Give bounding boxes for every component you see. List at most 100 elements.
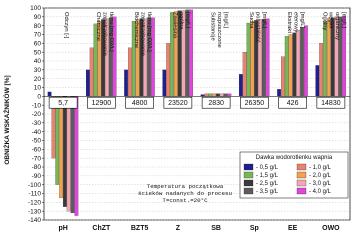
y-tick-label: -30 bbox=[32, 120, 42, 127]
bar bbox=[227, 93, 232, 97]
y-tick-label: -20 bbox=[32, 111, 42, 118]
annotation-text: Ogólny bbox=[321, 12, 327, 30]
x-tick-label: ChZT bbox=[92, 225, 111, 232]
y-tick-label: -130 bbox=[28, 208, 41, 215]
annotation-text: [mg/L] bbox=[299, 12, 305, 28]
y-tick-label: 10 bbox=[34, 85, 42, 92]
bar bbox=[261, 19, 266, 97]
legend-label: - 2,5 g/L bbox=[256, 181, 279, 187]
y-tick-label: 30 bbox=[34, 67, 42, 74]
y-tick-label: 0 bbox=[37, 94, 41, 101]
annotation-text: Ekstrakt bbox=[286, 12, 292, 33]
bar bbox=[47, 91, 52, 97]
annotation-text: Chemiczne bbox=[95, 12, 101, 41]
bar bbox=[315, 65, 320, 97]
annotation-text: organiczny bbox=[334, 12, 340, 40]
bar bbox=[85, 69, 90, 97]
value-box bbox=[125, 96, 154, 109]
bar bbox=[124, 69, 128, 97]
note-text: T=const.=20°C bbox=[162, 197, 208, 204]
y-tick-label: -90 bbox=[32, 173, 42, 180]
value-box bbox=[316, 96, 346, 109]
value-box-label: 2830 bbox=[208, 100, 224, 107]
annotation-text: [mg/L] bbox=[340, 12, 346, 28]
bar bbox=[166, 43, 171, 97]
legend-swatch bbox=[243, 163, 254, 171]
annotation-text: ogólna bbox=[178, 12, 184, 30]
legend-label: - 1,5 g/L bbox=[256, 173, 279, 179]
annotation-text: Sucha bbox=[248, 12, 254, 29]
bar bbox=[265, 18, 270, 97]
value-box-label: 23520 bbox=[168, 100, 188, 107]
value-box-label: 26350 bbox=[245, 100, 265, 107]
x-tick-label: Z bbox=[176, 225, 181, 232]
bar bbox=[55, 96, 60, 185]
annotation-text: zapotrzebowanie bbox=[140, 12, 146, 56]
legend-swatch bbox=[296, 179, 307, 187]
bar bbox=[212, 93, 216, 97]
value-box bbox=[87, 96, 116, 109]
bar bbox=[292, 32, 297, 97]
annotation-text: [mg/L] bbox=[261, 12, 267, 28]
legend-label: - 3,5 g/L bbox=[256, 189, 279, 195]
x-tick-label: EE bbox=[288, 225, 298, 232]
legend-label: - 4,0 g/L bbox=[309, 189, 332, 195]
annotation-text: rozpuszczone bbox=[216, 12, 222, 48]
x-tick-label: BZT5 bbox=[131, 225, 149, 232]
annotation-text: tlenu [mg O2/L] bbox=[108, 12, 114, 52]
value-box bbox=[48, 96, 78, 109]
y-tick-label: 90 bbox=[34, 14, 42, 21]
bar bbox=[330, 17, 335, 97]
note-text: ścieków nadanych do procesu bbox=[138, 190, 232, 197]
bar bbox=[284, 36, 289, 97]
y-tick-label: -70 bbox=[32, 155, 42, 162]
annotation-text: [mg/L] bbox=[184, 12, 190, 28]
y-tick-label: -120 bbox=[28, 200, 41, 207]
legend-swatch bbox=[243, 171, 254, 179]
legend-swatch bbox=[296, 187, 307, 195]
annotation-text: [mg/L] bbox=[223, 12, 229, 28]
x-tick-label: pH bbox=[58, 225, 67, 232]
x-tick-label: OWO bbox=[322, 225, 340, 232]
annotation-text: Substancje bbox=[210, 12, 216, 41]
annotation-text: eterowy bbox=[293, 12, 299, 32]
legend-swatch bbox=[296, 171, 307, 179]
x-tick-label: Sp bbox=[250, 225, 259, 232]
y-tick-label: 100 bbox=[30, 5, 41, 12]
legend-label: - 2,0 g/L bbox=[309, 173, 332, 179]
bar bbox=[250, 21, 255, 97]
bar bbox=[200, 94, 205, 97]
bar bbox=[277, 89, 281, 97]
bar bbox=[216, 93, 220, 97]
y-tick-label: -50 bbox=[32, 138, 42, 145]
annotation-text: węgiel bbox=[328, 11, 334, 28]
y-tick-label: -10 bbox=[32, 102, 42, 109]
annotation-text: zapotrzebowanie bbox=[101, 12, 107, 56]
bar bbox=[128, 47, 132, 97]
x-tick-label: SB bbox=[211, 225, 221, 232]
bar bbox=[242, 52, 247, 97]
value-box-label: 5,7 bbox=[58, 100, 68, 107]
value-box-label: 14830 bbox=[321, 100, 341, 107]
y-tick-label: -40 bbox=[32, 129, 42, 136]
value-box-label: 4800 bbox=[132, 100, 148, 107]
y-tick-label: -140 bbox=[28, 217, 41, 224]
legend-label: - 3,0 g/L bbox=[309, 181, 332, 187]
legend-swatch bbox=[243, 179, 254, 187]
bar bbox=[70, 96, 75, 214]
bar bbox=[204, 93, 209, 97]
bar bbox=[288, 34, 293, 97]
y-tick-label: -80 bbox=[32, 164, 42, 171]
legend-box bbox=[239, 151, 349, 199]
bar bbox=[323, 21, 327, 97]
bar bbox=[281, 56, 285, 97]
annotation-text: pozostałość bbox=[254, 12, 260, 43]
bar bbox=[66, 96, 71, 212]
bar bbox=[89, 47, 94, 97]
value-box-label: 12900 bbox=[92, 100, 112, 107]
value-box bbox=[163, 96, 193, 109]
value-box bbox=[240, 96, 269, 109]
y-tick-label: 50 bbox=[34, 49, 42, 56]
annotation-text: Biochemiczne bbox=[133, 12, 139, 48]
